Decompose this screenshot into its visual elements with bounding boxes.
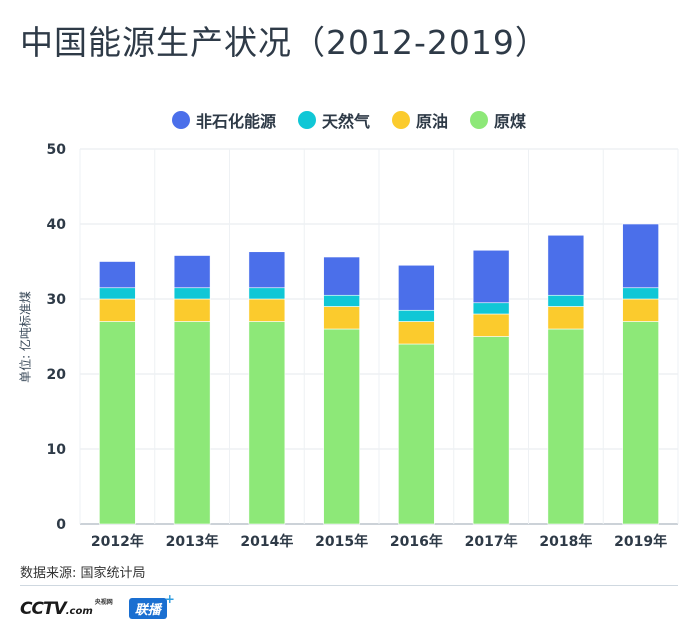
bar-segment[interactable] <box>622 298 659 322</box>
footer-logos: CCTV .com 央视网 联播 <box>20 592 175 619</box>
x-tick-label: 2012年 <box>91 533 144 550</box>
legend-item-crude-oil[interactable]: 原油 <box>392 108 448 132</box>
legend-item-natural-gas[interactable]: 天然气 <box>297 108 370 132</box>
x-tick-label: 2013年 <box>166 533 219 550</box>
x-tick-label: 2014年 <box>240 533 293 550</box>
bar-segment[interactable] <box>547 306 585 330</box>
cctv-logo-cn: 央视网 <box>94 598 113 606</box>
bar-segment[interactable] <box>173 298 211 322</box>
cctv-logo-suffix: .com <box>65 605 93 617</box>
page-title: 中国能源生产状况（2012-2019） <box>20 23 549 62</box>
x-tick-label: 2018年 <box>539 533 592 550</box>
bar-segment[interactable] <box>622 321 659 525</box>
legend-label-raw-coal: 原煤 <box>494 112 527 131</box>
bar-segment[interactable] <box>173 321 211 525</box>
bar-segment[interactable] <box>248 251 286 289</box>
bar-segment[interactable] <box>622 223 659 289</box>
bar-segment[interactable] <box>323 294 360 307</box>
bar-segment[interactable] <box>398 321 435 345</box>
bar-segment[interactable] <box>248 321 286 525</box>
legend-label-non-fossil: 非石化能源 <box>195 112 276 131</box>
bar-segment[interactable] <box>99 298 136 322</box>
bar-segment[interactable] <box>547 294 585 307</box>
bar-segment[interactable] <box>472 313 510 337</box>
y-tick-label: 0 <box>56 517 66 533</box>
bar-segment[interactable] <box>398 264 435 311</box>
bar-segment[interactable] <box>398 343 435 525</box>
legend-swatch-natural-gas <box>297 111 316 129</box>
y-tick-label: 50 <box>47 142 67 158</box>
bar-segment[interactable] <box>323 256 360 296</box>
legend-swatch-raw-coal <box>470 111 489 129</box>
chart-legend: 非石化能源 天然气 原油 原煤 <box>0 108 698 132</box>
bar-segment[interactable] <box>472 336 510 525</box>
bar-segment[interactable] <box>99 261 136 289</box>
bar-segment[interactable] <box>323 306 360 330</box>
lianbo-logo: 联播 <box>128 592 175 619</box>
y-tick-label: 10 <box>47 442 67 458</box>
bar-segment[interactable] <box>398 309 435 322</box>
x-tick-label: 2015年 <box>315 533 368 550</box>
bar-segment[interactable] <box>547 234 585 296</box>
legend-label-crude-oil: 原油 <box>416 112 449 131</box>
y-tick-label: 30 <box>47 292 67 308</box>
bar-segment[interactable] <box>248 298 286 322</box>
bar-segment[interactable] <box>622 287 659 300</box>
bar-segment[interactable] <box>99 287 136 300</box>
bar-segment[interactable] <box>323 328 360 525</box>
legend-item-non-fossil[interactable]: 非石化能源 <box>171 108 276 132</box>
y-tick-label: 40 <box>47 217 67 233</box>
bar-segment[interactable] <box>472 249 510 304</box>
legend-label-natural-gas: 天然气 <box>321 112 370 131</box>
bar-segment[interactable] <box>248 287 286 300</box>
legend-swatch-crude-oil <box>392 111 410 129</box>
bar-segment[interactable] <box>173 255 211 289</box>
legend-item-raw-coal[interactable]: 原煤 <box>470 108 526 132</box>
x-tick-label: 2016年 <box>390 533 443 550</box>
bar-segment[interactable] <box>547 328 585 525</box>
x-tick-label: 2019年 <box>614 533 667 550</box>
bar-segment[interactable] <box>472 302 510 315</box>
legend-swatch-non-fossil <box>171 111 190 129</box>
y-tick-label: 20 <box>47 367 67 383</box>
x-tick-label: 2017年 <box>465 533 518 550</box>
bar-segment[interactable] <box>173 287 211 300</box>
data-source: 数据来源: 国家统计局 <box>20 566 146 581</box>
cctv-logo-text: CCTV <box>20 598 67 619</box>
cctv-logo: CCTV .com 央视网 <box>20 599 113 619</box>
footer-divider <box>20 585 678 586</box>
bar-segment[interactable] <box>99 321 136 525</box>
